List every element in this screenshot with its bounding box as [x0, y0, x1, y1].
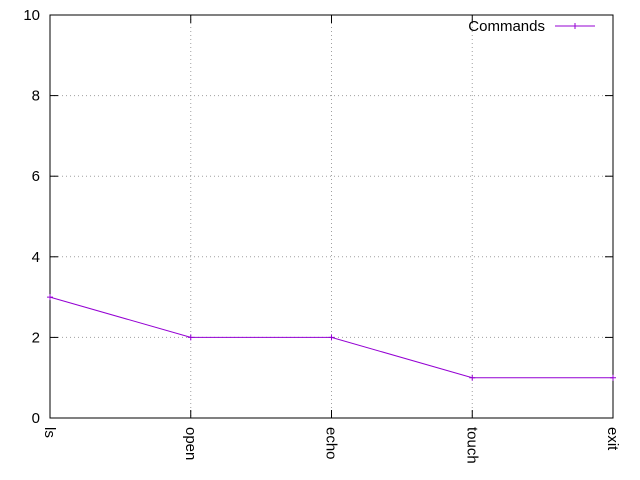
- data-point-marker: [187, 334, 194, 341]
- y-tick-label: 4: [32, 249, 40, 266]
- data-point-marker: [47, 294, 53, 301]
- data-point-marker: [469, 374, 476, 381]
- grid-lines: [50, 15, 613, 418]
- data-point-marker: [610, 374, 616, 381]
- x-tick-label: open: [182, 427, 199, 460]
- series-commands: [47, 294, 616, 381]
- y-tick-label: 0: [32, 410, 40, 427]
- y-tick-label: 10: [23, 7, 40, 24]
- data-point-marker: [328, 334, 335, 341]
- x-axis-tick-labels: ls open echo touch exit: [41, 427, 621, 464]
- x-tick-label: touch: [463, 427, 480, 464]
- x-tick-label: ls: [41, 427, 58, 438]
- y-tick-label: 8: [32, 88, 40, 105]
- legend-label: Commands: [468, 18, 545, 35]
- legend-marker-plus: [572, 23, 578, 29]
- y-tick-label: 6: [32, 168, 40, 185]
- y-axis-tick-labels: 0 2 4 6 8 10: [23, 7, 40, 427]
- legend: Commands: [468, 18, 595, 35]
- x-tick-label: exit: [604, 427, 621, 451]
- axis-ticks: [49, 14, 614, 419]
- y-tick-label: 2: [32, 329, 40, 346]
- x-tick-label: echo: [323, 427, 340, 460]
